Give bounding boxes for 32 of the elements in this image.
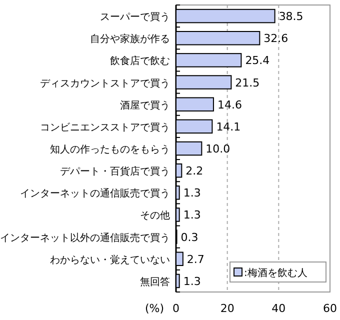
data-label: 14.1 <box>216 120 241 134</box>
data-label: 2.2 <box>186 164 204 178</box>
y-tick-label: 酒屋で買う <box>120 99 170 112</box>
x-tick-label: 0 <box>172 302 180 315</box>
data-label: 2.7 <box>186 252 204 266</box>
y-tick-label: 自分や家族が作る <box>90 33 170 46</box>
y-tick-label: スーパーで買う <box>100 12 170 24</box>
y-tick-label: ディスカウントストアで買う <box>40 78 170 90</box>
data-label: 1.3 <box>183 186 201 200</box>
data-label: 10.0 <box>206 142 230 156</box>
data-label: 0.3 <box>180 230 198 244</box>
legend-label: :梅酒を飲む人 <box>244 267 308 279</box>
data-label: 32.6 <box>264 32 288 46</box>
x-tick-label: 40 <box>272 302 286 315</box>
data-label: 14.6 <box>217 98 242 112</box>
y-tick-label: 無回答 <box>140 276 170 288</box>
x-tick-label: 60 <box>323 302 337 315</box>
data-label: 1.3 <box>183 274 201 288</box>
y-tick-label: その他 <box>140 210 170 222</box>
y-tick-label: コンビニエンスストアで買う <box>40 122 170 134</box>
data-label: 21.5 <box>235 76 260 90</box>
y-tick-label: 飲食店で飲む <box>110 55 170 68</box>
y-tick-label: わからない・覚えていない <box>50 254 170 266</box>
data-label: 38.5 <box>278 10 304 24</box>
y-tick-label: 知人の作ったものをもらう <box>50 144 170 156</box>
y-tick-label: インターネットの通信販売で買う <box>20 188 170 200</box>
data-label: 1.3 <box>183 208 201 222</box>
x-tick-label: 20 <box>220 302 234 315</box>
x-axis-title: (%) <box>144 302 164 315</box>
y-tick-label: インターネット以外の通信販売で買う <box>0 232 170 244</box>
data-label: 25.4 <box>245 54 270 68</box>
y-tick-label: デパート・百貨店で買う <box>60 166 170 178</box>
